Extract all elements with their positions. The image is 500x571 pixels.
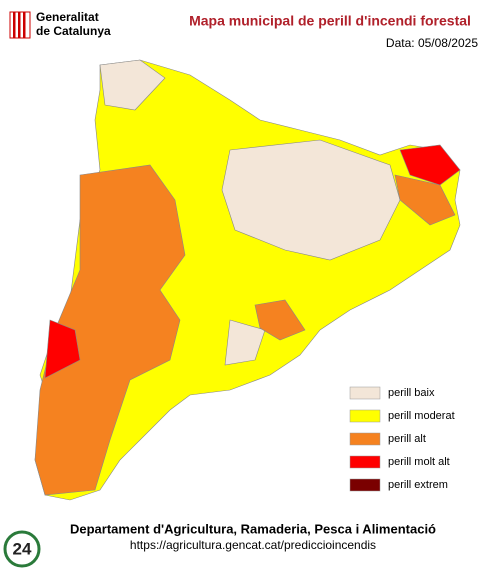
region [394, 174, 456, 226]
badge-text: 24 [13, 539, 32, 558]
legend-swatch [349, 386, 381, 400]
legend-swatch [349, 432, 381, 446]
department: Departament d'Agricultura, Ramaderia, Pe… [70, 521, 436, 536]
legend-label: perill baix [388, 387, 435, 399]
map [34, 59, 461, 501]
logo: Generalitat de Catalunya [9, 10, 111, 39]
legend: perill baix perill moderat perill alt peril… [343, 381, 483, 499]
title: Mapa municipal de perill d'incendi fores… [189, 13, 471, 29]
badge [3, 530, 41, 568]
region [99, 59, 166, 111]
region [399, 144, 461, 186]
legend-label: perill alt [388, 433, 426, 445]
region [44, 319, 81, 379]
legend-label: perill extrem [388, 479, 448, 491]
region [224, 319, 266, 366]
legend-label: perill molt alt [388, 456, 450, 468]
legend-swatch [349, 409, 381, 423]
region [221, 139, 401, 261]
logo-text: Generalitat [36, 10, 99, 24]
logo-text: de Catalunya [36, 24, 111, 38]
region [254, 299, 306, 341]
legend-swatch [349, 478, 381, 492]
legend-swatch [349, 455, 381, 469]
date: Data: 05/08/2025 [386, 36, 478, 50]
url: https://agricultura.gencat.cat/prediccio… [130, 538, 376, 552]
legend-label: perill moderat [388, 410, 455, 422]
